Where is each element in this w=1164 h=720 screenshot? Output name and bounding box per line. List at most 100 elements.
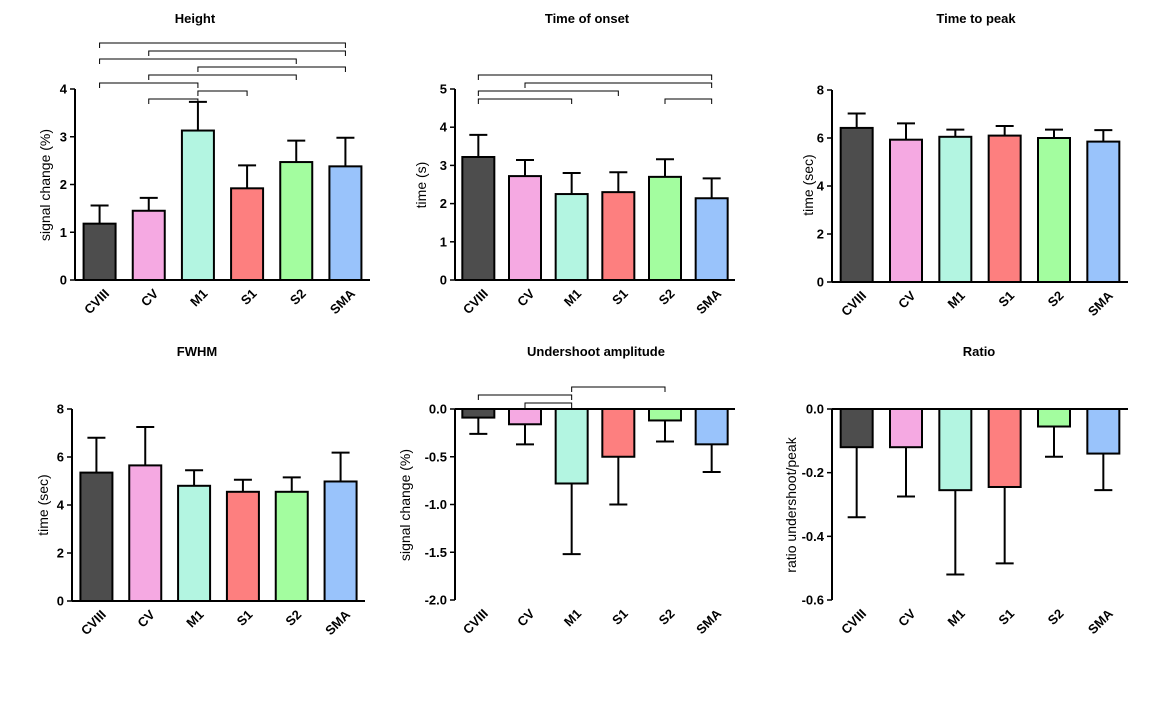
bar-cv (131, 209, 166, 281)
significance-bracket (477, 394, 573, 400)
x-tick-label: SMA (693, 606, 724, 637)
y-axis-label: time (sec) (800, 154, 816, 215)
significance-bracket (524, 82, 713, 88)
significance-bracket (99, 42, 346, 48)
bar-s2 (274, 490, 309, 602)
y-tick-label: 2 (817, 227, 824, 242)
y-tick-label: 4 (817, 179, 825, 194)
x-tick-label: SMA (322, 607, 353, 638)
significance-bracket (197, 90, 248, 96)
bar-m1 (554, 408, 589, 485)
x-tick-label: M1 (183, 607, 206, 630)
bar-m1 (554, 193, 589, 281)
x-tick-label: S2 (656, 606, 678, 628)
y-axis-label: time (sec) (35, 474, 51, 535)
y-tick-label: 5 (440, 82, 447, 97)
y-axis-label: signal change (%) (37, 129, 53, 241)
panel-title: FWHM (177, 344, 217, 359)
panel-title: Time to peak (936, 11, 1016, 26)
bar-s1 (987, 408, 1022, 488)
x-tick-label: CV (514, 286, 538, 310)
y-axis-label: ratio undershoot/peak (783, 436, 799, 572)
x-tick-label: S1 (995, 288, 1017, 310)
x-tick-label: CVIII (460, 286, 491, 317)
x-tick-label: S1 (995, 606, 1017, 628)
y-tick-label: 2 (440, 196, 447, 211)
x-tick-label: SMA (693, 286, 724, 317)
x-tick-label: S1 (238, 286, 260, 308)
x-tick-label: S1 (609, 286, 631, 308)
x-tick-label: S2 (656, 286, 678, 308)
x-tick-label: CVIII (838, 288, 869, 319)
bar-cv (128, 464, 163, 602)
significance-bracket (664, 98, 713, 104)
bar-cviii (461, 408, 496, 419)
panel-6: Ratio ratio undershoot/peak -0.6 -0.4 -0.2 0.… (783, 344, 1128, 637)
bar-sma (694, 408, 729, 446)
y-tick-label: 1 (440, 234, 447, 249)
y-tick-label: -1.0 (425, 497, 447, 512)
x-tick-label: CV (895, 606, 919, 630)
bar-sma (1086, 140, 1121, 283)
bar-s1 (987, 134, 1022, 283)
bar-s1 (225, 490, 260, 602)
y-axis-label: signal change (%) (397, 449, 413, 561)
panel-4: FWHM time (sec) 0 2 4 6 8 CVIII CV M1 S1 S2 SMA (35, 344, 365, 638)
significance-bracket (477, 74, 713, 80)
bar-m1 (938, 135, 973, 283)
y-tick-label: 3 (60, 129, 67, 144)
y-tick-label: 0 (817, 275, 824, 290)
y-tick-label: 8 (57, 402, 64, 417)
x-tick-label: CVIII (78, 607, 109, 638)
bar-cviii (839, 408, 874, 449)
panel-1: Height signal change (%) 0 1 2 3 4 CVIII CV M1 S1 S… (37, 11, 370, 317)
x-tick-label: CV (895, 288, 919, 312)
bar-cv (889, 138, 923, 283)
x-tick-label: CV (514, 606, 538, 630)
y-tick-label: 0.0 (806, 402, 824, 417)
bar-m1 (180, 129, 215, 281)
bar-sma (1086, 408, 1121, 455)
x-tick-label: CVIII (460, 606, 491, 637)
y-tick-label: 1 (60, 225, 67, 240)
x-tick-label: S1 (609, 606, 631, 628)
panel-title: Height (175, 11, 216, 26)
y-tick-label: -0.4 (802, 529, 825, 544)
bar-cviii (79, 471, 114, 602)
panel-title: Undershoot amplitude (527, 344, 665, 359)
y-tick-label: 4 (440, 120, 448, 135)
x-tick-label: CV (138, 286, 162, 310)
y-tick-label: -1.5 (425, 545, 447, 560)
bar-s2 (279, 161, 314, 281)
y-tick-label: 0 (60, 273, 67, 288)
significance-bracket (477, 90, 619, 96)
x-tick-label: CVIII (81, 286, 112, 317)
bar-s2 (648, 175, 682, 281)
y-tick-label: 0 (440, 273, 447, 288)
significance-bracket (524, 402, 573, 408)
bar-sma (323, 480, 358, 603)
x-tick-label: SMA (1085, 606, 1116, 637)
y-tick-label: 4 (60, 82, 68, 97)
bar-cviii (461, 155, 496, 281)
significance-bracket (99, 58, 297, 64)
y-tick-label: 6 (817, 131, 824, 146)
x-tick-label: S2 (1045, 606, 1067, 628)
x-tick-label: SMA (1085, 288, 1116, 319)
x-tick-label: M1 (187, 286, 210, 309)
significance-bracket (148, 50, 346, 56)
panel-5: Undershoot amplitude signal change (%) -2.… (397, 344, 735, 637)
bar-s2 (648, 408, 682, 422)
y-tick-label: -0.2 (802, 465, 824, 480)
y-tick-label: 2 (60, 177, 67, 192)
significance-bracket (148, 74, 297, 80)
bar-s1 (230, 187, 265, 282)
x-tick-label: SMA (327, 286, 358, 317)
panel-title: Ratio (963, 344, 996, 359)
x-tick-label: M1 (561, 286, 584, 309)
y-tick-label: -0.6 (802, 593, 824, 608)
significance-bracket (477, 98, 573, 104)
x-tick-label: S1 (234, 607, 256, 629)
significance-bracket (571, 386, 666, 392)
